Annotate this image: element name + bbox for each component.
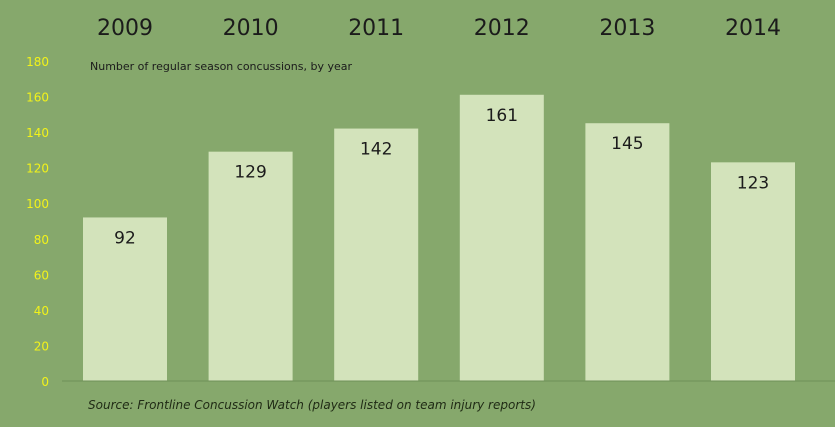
y-tick-label: 180 (26, 55, 49, 69)
y-tick-label: 40 (34, 304, 49, 318)
y-tick-label: 20 (34, 339, 49, 353)
category-label: 2012 (474, 16, 530, 41)
data-label: 145 (611, 134, 643, 154)
category-label: 2013 (599, 16, 655, 41)
bar (711, 162, 795, 381)
y-tick-label: 140 (26, 126, 49, 140)
y-tick-label: 80 (34, 233, 49, 247)
category-label: 2014 (725, 16, 781, 41)
category-label: 2010 (223, 16, 279, 41)
data-label: 123 (737, 173, 769, 193)
data-label: 129 (234, 163, 266, 183)
y-tick-label: 60 (34, 268, 49, 282)
bar (83, 217, 167, 381)
bar (459, 94, 544, 382)
data-label: 161 (486, 106, 518, 126)
bar (208, 151, 293, 381)
chart-title: Number of regular season concussions, by… (90, 60, 352, 73)
y-tick-label: 160 (26, 91, 49, 105)
data-label: 142 (360, 140, 392, 160)
y-tick-label: 120 (26, 162, 49, 176)
y-tick-label: 100 (26, 197, 49, 211)
category-labels: 2009 2010 2011 2012 2013 2014 (97, 16, 781, 41)
bar (585, 123, 670, 381)
y-axis: 0 20 40 60 80 100 120 140 160 180 (26, 55, 49, 389)
source-note: Source: Frontline Concussion Watch (play… (88, 398, 536, 412)
bar (334, 128, 419, 381)
y-tick-label: 0 (41, 375, 49, 389)
category-label: 2009 (97, 16, 153, 41)
data-label: 92 (114, 228, 136, 248)
category-label: 2011 (348, 16, 404, 41)
bars-group: 92 129 142 161 145 123 (83, 94, 795, 382)
